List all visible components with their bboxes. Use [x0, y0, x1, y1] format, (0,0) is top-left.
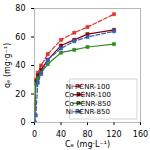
svg-text:Ni PCNR-850: Ni PCNR-850	[66, 108, 110, 116]
svg-text:20: 20	[15, 90, 25, 99]
svg-text:40: 40	[56, 130, 66, 139]
svg-text:qₑ (mg·g⁻¹): qₑ (mg·g⁻¹)	[3, 43, 12, 88]
svg-text:80: 80	[15, 4, 25, 13]
svg-text:0: 0	[32, 130, 37, 139]
svg-text:40: 40	[15, 61, 25, 70]
svg-text:160: 160	[133, 130, 148, 139]
svg-text:0: 0	[20, 118, 25, 127]
svg-text:80: 80	[82, 130, 92, 139]
svg-text:Co PCNR-100: Co PCNR-100	[65, 91, 111, 99]
svg-text:Co PCNR-850: Co PCNR-850	[65, 100, 111, 108]
svg-text:Cₑ (mg·L⁻¹): Cₑ (mg·L⁻¹)	[65, 140, 110, 149]
svg-text:Ni PCNR-100: Ni PCNR-100	[66, 83, 110, 91]
svg-text:120: 120	[106, 130, 121, 139]
svg-text:60: 60	[15, 33, 25, 42]
